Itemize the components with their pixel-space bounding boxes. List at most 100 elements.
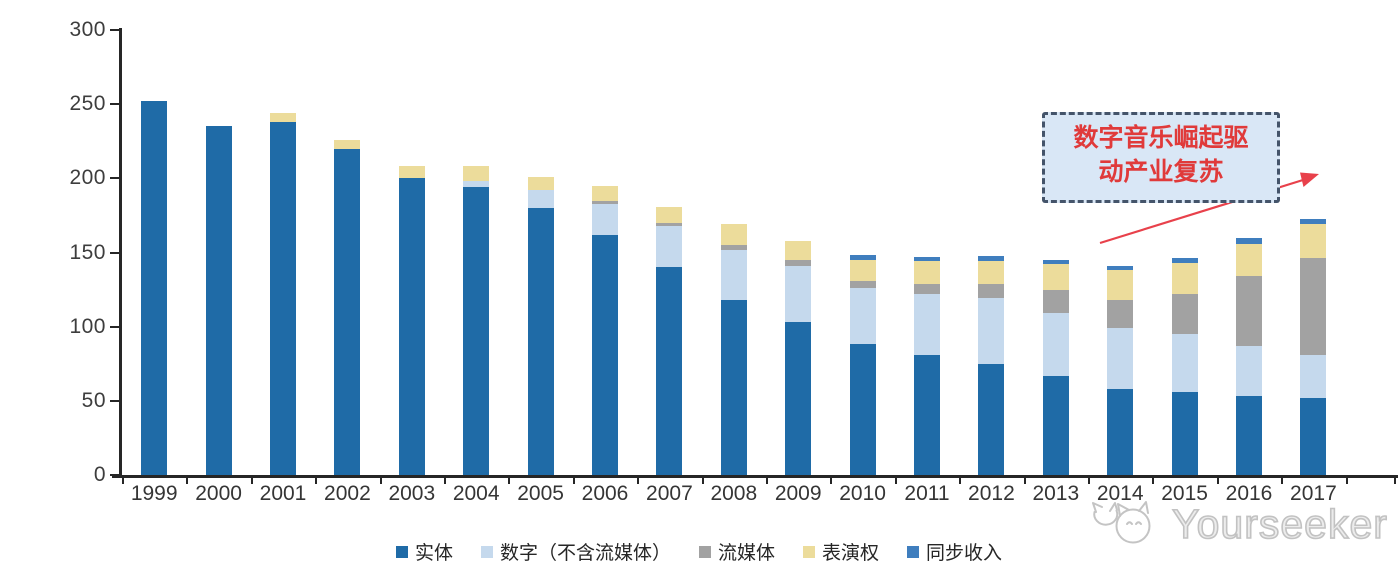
x-tick-mark [959, 477, 962, 484]
x-tick-label-2003: 2003 [388, 482, 436, 505]
cat-logo-icon [1092, 501, 1151, 544]
x-tick-mark [1394, 477, 1396, 484]
legend-swatch-streaming [698, 545, 711, 558]
bar-segment-streaming-2007 [656, 222, 683, 226]
bar-segment-physical-1999 [141, 101, 168, 475]
bar-segment-physical-2013 [1042, 375, 1069, 475]
bar-segment-performance-rights-2004 [463, 166, 490, 182]
bar-segment-sync-revenue-2011 [914, 256, 940, 262]
bar-segment-physical-2014 [1107, 388, 1134, 475]
x-tick-label-2017: 2017 [1290, 482, 1337, 505]
y-tick-mark [110, 251, 119, 254]
bar-segment-streaming-2006 [592, 200, 618, 204]
legend-label-digital-ex-streaming: 数字（不含流媒体） [499, 543, 671, 564]
watermark-text: Yourseeker [1171, 500, 1388, 548]
bar-segment-digital-ex-streaming-2012 [978, 298, 1005, 364]
x-tick-mark [444, 477, 446, 484]
bar-segment-physical-2006 [592, 234, 618, 475]
x-tick-label-2011: 2011 [904, 482, 950, 505]
x-tick-label-1999: 1999 [130, 482, 178, 505]
legend-swatch-performance-rights [803, 545, 815, 558]
bar-segment-digital-ex-streaming-2007 [656, 225, 683, 268]
y-tick-label: 0 [93, 463, 106, 486]
x-tick-label-2005: 2005 [517, 482, 564, 505]
bar-segment-physical-2015 [1171, 391, 1198, 475]
bar-segment-digital-ex-streaming-2013 [1042, 313, 1069, 376]
x-tick-mark [1345, 477, 1348, 484]
bar-segment-physical-2000 [205, 126, 232, 475]
bar-segment-digital-ex-streaming-2010 [849, 288, 876, 345]
bar-segment-physical-2016 [1236, 396, 1262, 475]
y-tick-mark [110, 325, 119, 328]
y-tick-label: 100 [69, 314, 106, 338]
y-tick-mark [110, 29, 119, 31]
bar-segment-physical-2002 [334, 148, 361, 475]
y-tick-label: 200 [69, 166, 106, 190]
x-tick-label-2004: 2004 [452, 482, 500, 505]
x-tick-mark [1152, 477, 1155, 484]
x-tick-mark [572, 477, 575, 484]
bar-segment-performance-rights-2012 [978, 261, 1005, 284]
bar-segment-sync-revenue-2012 [978, 256, 1005, 262]
bar-segment-performance-rights-2003 [398, 166, 425, 179]
bar-segment-physical-2011 [914, 354, 940, 475]
annotation-callout: 数字音乐崛起驱 动产业复苏 [1042, 112, 1280, 203]
legend-label-sync-revenue: 同步收入 [926, 543, 1003, 564]
x-tick-mark [379, 477, 382, 484]
x-tick-mark [1023, 477, 1026, 484]
bar-segment-physical-2007 [656, 267, 683, 475]
bar-segment-sync-revenue-2013 [1042, 259, 1069, 265]
bar-segment-streaming-2009 [785, 259, 812, 266]
bar-segment-digital-ex-streaming-2006 [592, 203, 618, 235]
bar-segment-performance-rights-2010 [849, 259, 876, 281]
y-tick-mark [110, 177, 119, 180]
y-tick-label: 150 [69, 240, 106, 264]
x-tick-label-2002: 2002 [324, 482, 371, 505]
x-tick-label-2000: 2000 [195, 482, 242, 505]
annotation-text-line2: 动产业复苏 [1098, 158, 1224, 186]
x-tick-label-2006: 2006 [581, 482, 629, 505]
x-tick-mark [1216, 477, 1219, 484]
x-tick-label-2016: 2016 [1225, 482, 1273, 505]
x-tick-label-2001: 2001 [259, 482, 307, 505]
x-tick-label-2012: 2012 [968, 482, 1015, 505]
y-tick-label: 300 [69, 18, 106, 41]
bar-segment-physical-2003 [398, 178, 425, 475]
x-tick-label-2010: 2010 [839, 482, 886, 505]
bar-segment-sync-revenue-2010 [849, 255, 876, 260]
bar-segment-streaming-2014 [1107, 299, 1134, 329]
bar-segment-digital-ex-streaming-2005 [527, 190, 554, 208]
bar-segment-performance-rights-2011 [914, 261, 940, 284]
bar-segment-performance-rights-2013 [1042, 264, 1069, 290]
x-tick-mark [186, 477, 189, 484]
y-tick-label: 250 [69, 92, 106, 116]
y-tick-mark [110, 399, 119, 402]
x-tick-mark [122, 477, 124, 484]
x-tick-mark [508, 477, 511, 484]
bar-segment-digital-ex-streaming-2004 [463, 181, 490, 188]
legend-item-streaming: 流媒体 [698, 538, 775, 565]
bar-segment-performance-rights-2007 [656, 206, 683, 223]
legend-swatch-digital-ex-streaming [480, 545, 493, 558]
bar-segment-streaming-2008 [720, 245, 747, 250]
x-axis [112, 475, 1398, 478]
watermark: Yourseeker [1086, 498, 1388, 550]
bar-segment-digital-ex-streaming-2017 [1300, 354, 1327, 398]
x-tick-mark [766, 477, 768, 484]
bar-segment-digital-ex-streaming-2015 [1171, 334, 1198, 392]
bar-segment-performance-rights-2001 [270, 113, 296, 122]
bar-segment-streaming-2012 [978, 283, 1005, 299]
legend-item-digital-ex-streaming: 数字（不含流媒体） [480, 538, 671, 565]
bar-segment-performance-rights-2017 [1300, 224, 1327, 259]
legend-item-physical: 实体 [395, 538, 453, 565]
x-tick-mark [315, 477, 318, 484]
bar-segment-physical-2017 [1300, 397, 1327, 475]
annotation-text-line1: 数字音乐崛起驱 [1073, 124, 1249, 152]
bar-segment-digital-ex-streaming-2016 [1236, 345, 1262, 397]
legend-label-physical: 实体 [414, 543, 453, 564]
bar-segment-physical-2008 [720, 299, 747, 475]
bar-segment-digital-ex-streaming-2011 [914, 294, 940, 355]
x-tick-mark [637, 477, 640, 484]
x-tick-label-2015: 2015 [1161, 482, 1208, 505]
legend-item-sync-revenue: 同步收入 [907, 538, 1002, 565]
